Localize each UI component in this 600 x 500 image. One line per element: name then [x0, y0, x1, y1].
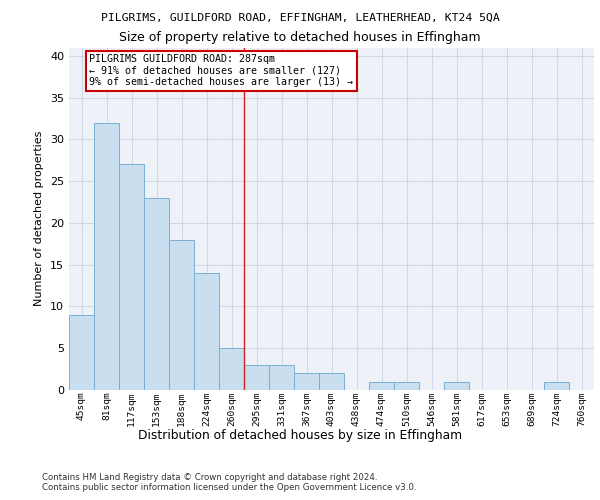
Bar — [94, 122, 119, 390]
Bar — [319, 374, 344, 390]
Bar — [544, 382, 569, 390]
Bar — [294, 374, 319, 390]
Text: Distribution of detached houses by size in Effingham: Distribution of detached houses by size … — [138, 430, 462, 442]
Bar — [219, 348, 244, 390]
Bar — [369, 382, 394, 390]
Bar — [394, 382, 419, 390]
Text: PILGRIMS GUILDFORD ROAD: 287sqm
← 91% of detached houses are smaller (127)
9% of: PILGRIMS GUILDFORD ROAD: 287sqm ← 91% of… — [89, 54, 353, 88]
Text: PILGRIMS, GUILDFORD ROAD, EFFINGHAM, LEATHERHEAD, KT24 5QA: PILGRIMS, GUILDFORD ROAD, EFFINGHAM, LEA… — [101, 12, 499, 22]
Bar — [194, 273, 219, 390]
Bar — [144, 198, 169, 390]
Text: Contains HM Land Registry data © Crown copyright and database right 2024.
Contai: Contains HM Land Registry data © Crown c… — [42, 473, 416, 492]
Bar — [69, 315, 94, 390]
Bar — [244, 365, 269, 390]
Text: Size of property relative to detached houses in Effingham: Size of property relative to detached ho… — [119, 31, 481, 44]
Bar — [169, 240, 194, 390]
Bar — [119, 164, 144, 390]
Bar — [444, 382, 469, 390]
Bar — [269, 365, 294, 390]
Y-axis label: Number of detached properties: Number of detached properties — [34, 131, 44, 306]
